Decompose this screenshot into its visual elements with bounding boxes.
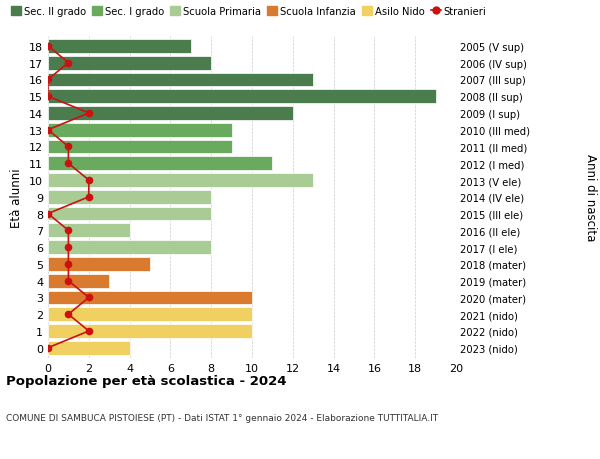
Bar [48,140,232,154]
Bar [48,73,313,87]
Bar [48,107,293,121]
Bar [48,190,211,204]
Text: COMUNE DI SAMBUCA PISTOIESE (PT) - Dati ISTAT 1° gennaio 2024 - Elaborazione TUT: COMUNE DI SAMBUCA PISTOIESE (PT) - Dati … [6,413,438,422]
Bar [48,157,272,171]
Bar [48,341,130,355]
Text: Anni di nascita: Anni di nascita [584,154,597,241]
Text: Popolazione per età scolastica - 2024: Popolazione per età scolastica - 2024 [6,374,287,387]
Bar [48,291,252,305]
Bar [48,56,211,70]
Bar [48,40,191,54]
Bar [48,174,313,187]
Bar [48,224,130,238]
Bar [48,274,109,288]
Bar [48,241,211,254]
Bar [48,90,436,104]
Legend: Sec. II grado, Sec. I grado, Scuola Primaria, Scuola Infanzia, Asilo Nido, Stran: Sec. II grado, Sec. I grado, Scuola Prim… [11,7,487,17]
Y-axis label: Età alunni: Età alunni [10,168,23,227]
Bar [48,308,252,321]
Bar [48,257,150,271]
Bar [48,325,252,338]
Bar [48,207,211,221]
Bar [48,123,232,137]
